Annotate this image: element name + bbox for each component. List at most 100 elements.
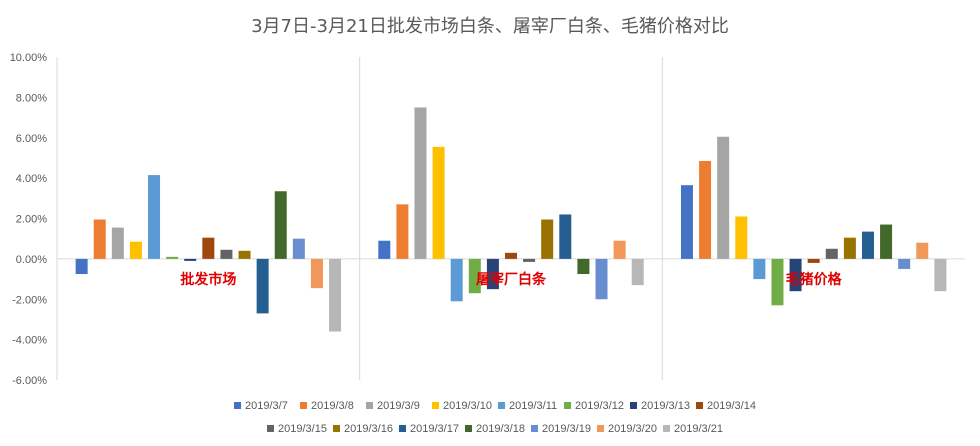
legend-label: 2019/3/20 [608,423,657,435]
bar-2019/3/10-毛猪价格 [735,216,748,259]
legend-swatch [234,402,241,409]
legend-label: 2019/3/12 [575,400,624,412]
category-label: 批发市场 [180,271,236,288]
bar-2019/3/7-屠宰厂白条 [378,240,391,259]
legend-item: 2019/3/10 [432,400,492,412]
bar-2019/3/12-批发市场 [166,256,179,259]
bar-2019/3/21-批发市场 [329,258,342,332]
y-tick-label: 10.00% [10,52,48,64]
legend-label: 2019/3/9 [377,400,420,412]
bar-2019/3/11-屠宰厂白条 [450,258,463,302]
bar-2019/3/9-毛猪价格 [717,136,730,259]
bar-2019/3/7-毛猪价格 [680,185,693,259]
legend-swatch [333,425,340,432]
legend-item: 2019/3/18 [465,423,525,435]
legend-label: 2019/3/14 [707,400,756,412]
bar-2019/3/21-屠宰厂白条 [631,258,644,286]
y-tick-label: 6.00% [16,133,47,145]
bar-2019/3/18-屠宰厂白条 [577,258,590,275]
plot-area: 10.00% 8.00% 6.00% 4.00% 2.00% 0.00% -2.00% -4.… [10,52,965,387]
bar-2019/3/16-屠宰厂白条 [541,219,554,259]
bar-2019/3/20-屠宰厂白条 [613,240,626,259]
legend-item: 2019/3/15 [267,423,327,435]
chart-title: 3月7日-3月21日批发市场白条、屠宰厂白条、毛猪价格对比 [251,16,729,37]
legend-item: 2019/3/11 [498,400,557,412]
legend-label: 2019/3/16 [344,423,393,435]
legend-swatch [300,402,307,409]
bar-2019/3/16-批发市场 [238,250,251,259]
bar-2019/3/11-毛猪价格 [753,258,766,280]
legend-label: 2019/3/13 [641,400,690,412]
legend-item: 2019/3/9 [366,400,420,412]
bar-2019/3/10-屠宰厂白条 [432,146,445,259]
legend-label: 2019/3/17 [410,423,459,435]
category-label: 屠宰厂白条 [476,271,547,288]
legend-swatch [366,402,373,409]
legend-swatch [630,402,637,409]
y-tick-label: -4.00% [12,335,47,347]
legend-label: 2019/3/7 [245,400,288,412]
bar-2019/3/9-批发市场 [111,227,124,259]
y-tick-label: 4.00% [16,173,47,185]
bar-2019/3/9-屠宰厂白条 [414,107,427,259]
bar-2019/3/15-批发市场 [220,249,233,259]
bar-2019/3/17-屠宰厂白条 [559,214,572,259]
legend-label: 2019/3/21 [674,423,723,435]
bar-2019/3/20-批发市场 [310,258,323,289]
y-tick-label: 8.00% [16,92,47,104]
legend-swatch [597,425,604,432]
legend-item: 2019/3/21 [663,423,723,435]
bar-2019/3/18-批发市场 [274,191,287,259]
legend-swatch [267,425,274,432]
bar-2019/3/15-毛猪价格 [825,248,838,259]
legend-item: 2019/3/17 [399,423,459,435]
legend-swatch [564,402,571,409]
legend-swatch [432,402,439,409]
bar-2019/3/17-批发市场 [256,258,269,314]
bar-2019/3/15-屠宰厂白条 [523,258,536,262]
bar-2019/3/8-批发市场 [93,219,106,259]
legend-swatch [465,425,472,432]
bar-2019/3/19-毛猪价格 [898,258,911,269]
bar-2019/3/19-屠宰厂白条 [595,258,608,300]
bar-2019/3/10-批发市场 [129,241,142,259]
y-tick-label: -2.00% [12,294,47,306]
legend-item: 2019/3/7 [234,400,288,412]
legend: 2019/3/7 2019/3/8 2019/3/9 2019/3/10 2019/3/… [234,400,756,435]
bar-2019/3/19-批发市场 [292,238,305,259]
legend-item: 2019/3/20 [597,423,657,435]
legend-label: 2019/3/8 [311,400,354,412]
bar-2019/3/18-毛猪价格 [880,224,893,259]
category-label: 毛猪价格 [786,271,843,288]
bar-2019/3/13-批发市场 [184,258,197,261]
legend-item: 2019/3/12 [564,400,624,412]
legend-label: 2019/3/11 [509,400,557,412]
bar-2019/3/8-屠宰厂白条 [396,204,409,259]
legend-swatch [498,402,505,409]
legend-item: 2019/3/13 [630,400,690,412]
bar-2019/3/12-毛猪价格 [771,258,784,306]
bar-2019/3/7-批发市场 [75,258,88,275]
bar-2019/3/13-屠宰厂白条 [486,258,499,290]
legend-swatch [531,425,538,432]
y-tick-label: -6.00% [12,375,47,387]
legend-label: 2019/3/19 [542,423,591,435]
legend-label: 2019/3/18 [476,423,525,435]
y-tick-label: 0.00% [16,254,47,266]
legend-swatch [663,425,670,432]
bar-2019/3/21-毛猪价格 [934,258,947,292]
bar-2019/3/14-屠宰厂白条 [505,252,517,259]
bar-2019/3/20-毛猪价格 [916,242,929,259]
bar-2019/3/11-批发市场 [148,175,161,259]
legend-label: 2019/3/15 [278,423,327,435]
bar-2019/3/17-毛猪价格 [861,231,874,259]
legend-label: 2019/3/10 [443,400,492,412]
legend-item: 2019/3/16 [333,423,393,435]
legend-item: 2019/3/14 [696,400,756,412]
legend-swatch [696,402,703,409]
bar-2019/3/8-毛猪价格 [699,160,712,259]
y-tick-label: 2.00% [16,214,47,226]
